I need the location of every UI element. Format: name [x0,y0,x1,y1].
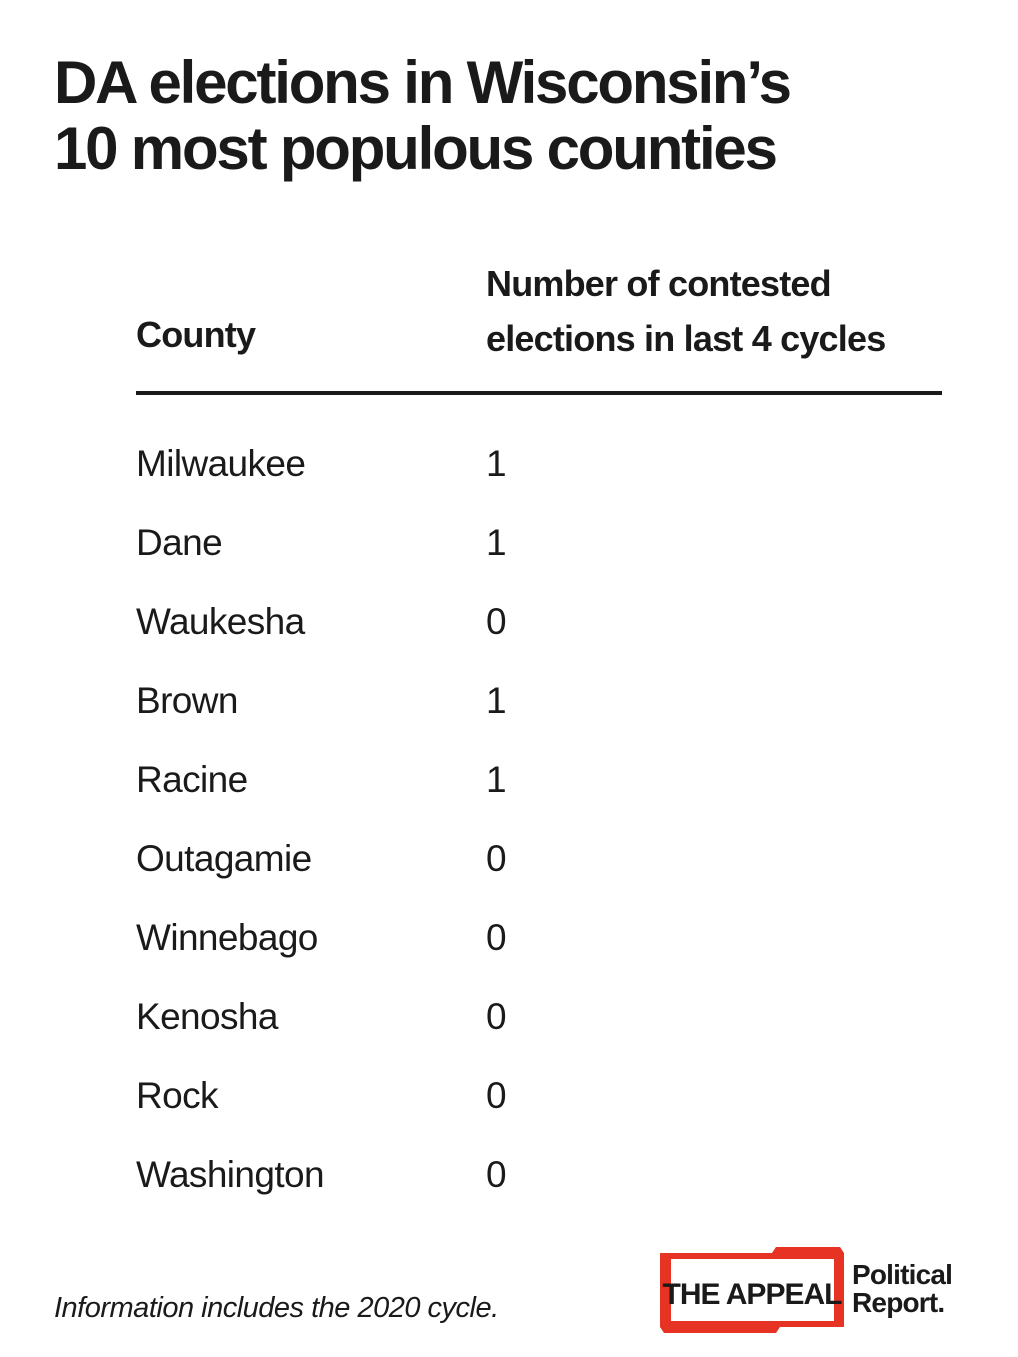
county-name: Winnebago [136,917,318,958]
table-row: Brown 1 [0,680,1018,740]
political-report-wordmark: Political Report. [852,1259,953,1318]
the-appeal-political-report-logo: THE APPEAL Political Report. [660,1247,960,1333]
county-name: Washington [136,1154,325,1195]
header-divider [136,391,942,395]
contested-elections-count: 1 [486,759,507,800]
county-name: Brown [136,680,238,721]
table-row: Dane 1 [0,522,1018,582]
the-appeal-logo-frame: THE APPEAL [660,1247,844,1333]
the-appeal-wordmark: THE APPEAL [663,1278,843,1311]
contested-elections-count: 1 [486,680,507,721]
title-line-1: DA elections in Wisconsin’s [54,49,792,116]
table-row: Rock 0 [0,1075,1018,1135]
table-row: Winnebago 0 [0,917,1018,977]
table-row: Milwaukee 1 [0,443,1018,503]
contested-elections-count: 0 [486,1154,507,1195]
table-row: Kenosha 0 [0,996,1018,1056]
report-label: Report. [852,1287,945,1318]
title-line-2: 10 most populous counties [54,115,778,182]
table-row: Washington 0 [0,1154,1018,1214]
county-name: Waukesha [136,601,305,642]
contested-elections-count: 0 [486,838,507,879]
county-name: Dane [136,522,223,563]
table-row: Racine 1 [0,759,1018,819]
table-row: Waukesha 0 [0,601,1018,661]
table-row: Outagamie 0 [0,838,1018,898]
contested-elections-count: 0 [486,1075,507,1116]
page-title: DA elections in Wisconsin’s 10 most popu… [54,50,984,182]
contested-elections-count: 0 [486,601,507,642]
column-header-county: County [136,314,256,355]
county-name: Kenosha [136,996,278,1037]
column-header-line-1: Number of contested [486,263,832,304]
footnote: Information includes the 2020 cycle. [54,1292,499,1324]
contested-elections-count: 1 [486,522,507,563]
county-name: Rock [136,1075,219,1116]
county-name: Milwaukee [136,443,306,484]
column-header-contested-elections: Number of contested elections in last 4 … [486,256,966,366]
contested-elections-count: 0 [486,917,507,958]
contested-elections-count: 0 [486,996,507,1037]
county-name: Racine [136,759,248,800]
political-label: Political [852,1259,953,1290]
county-name: Outagamie [136,838,312,879]
contested-elections-count: 1 [486,443,507,484]
column-header-line-2: elections in last 4 cycles [486,318,886,359]
